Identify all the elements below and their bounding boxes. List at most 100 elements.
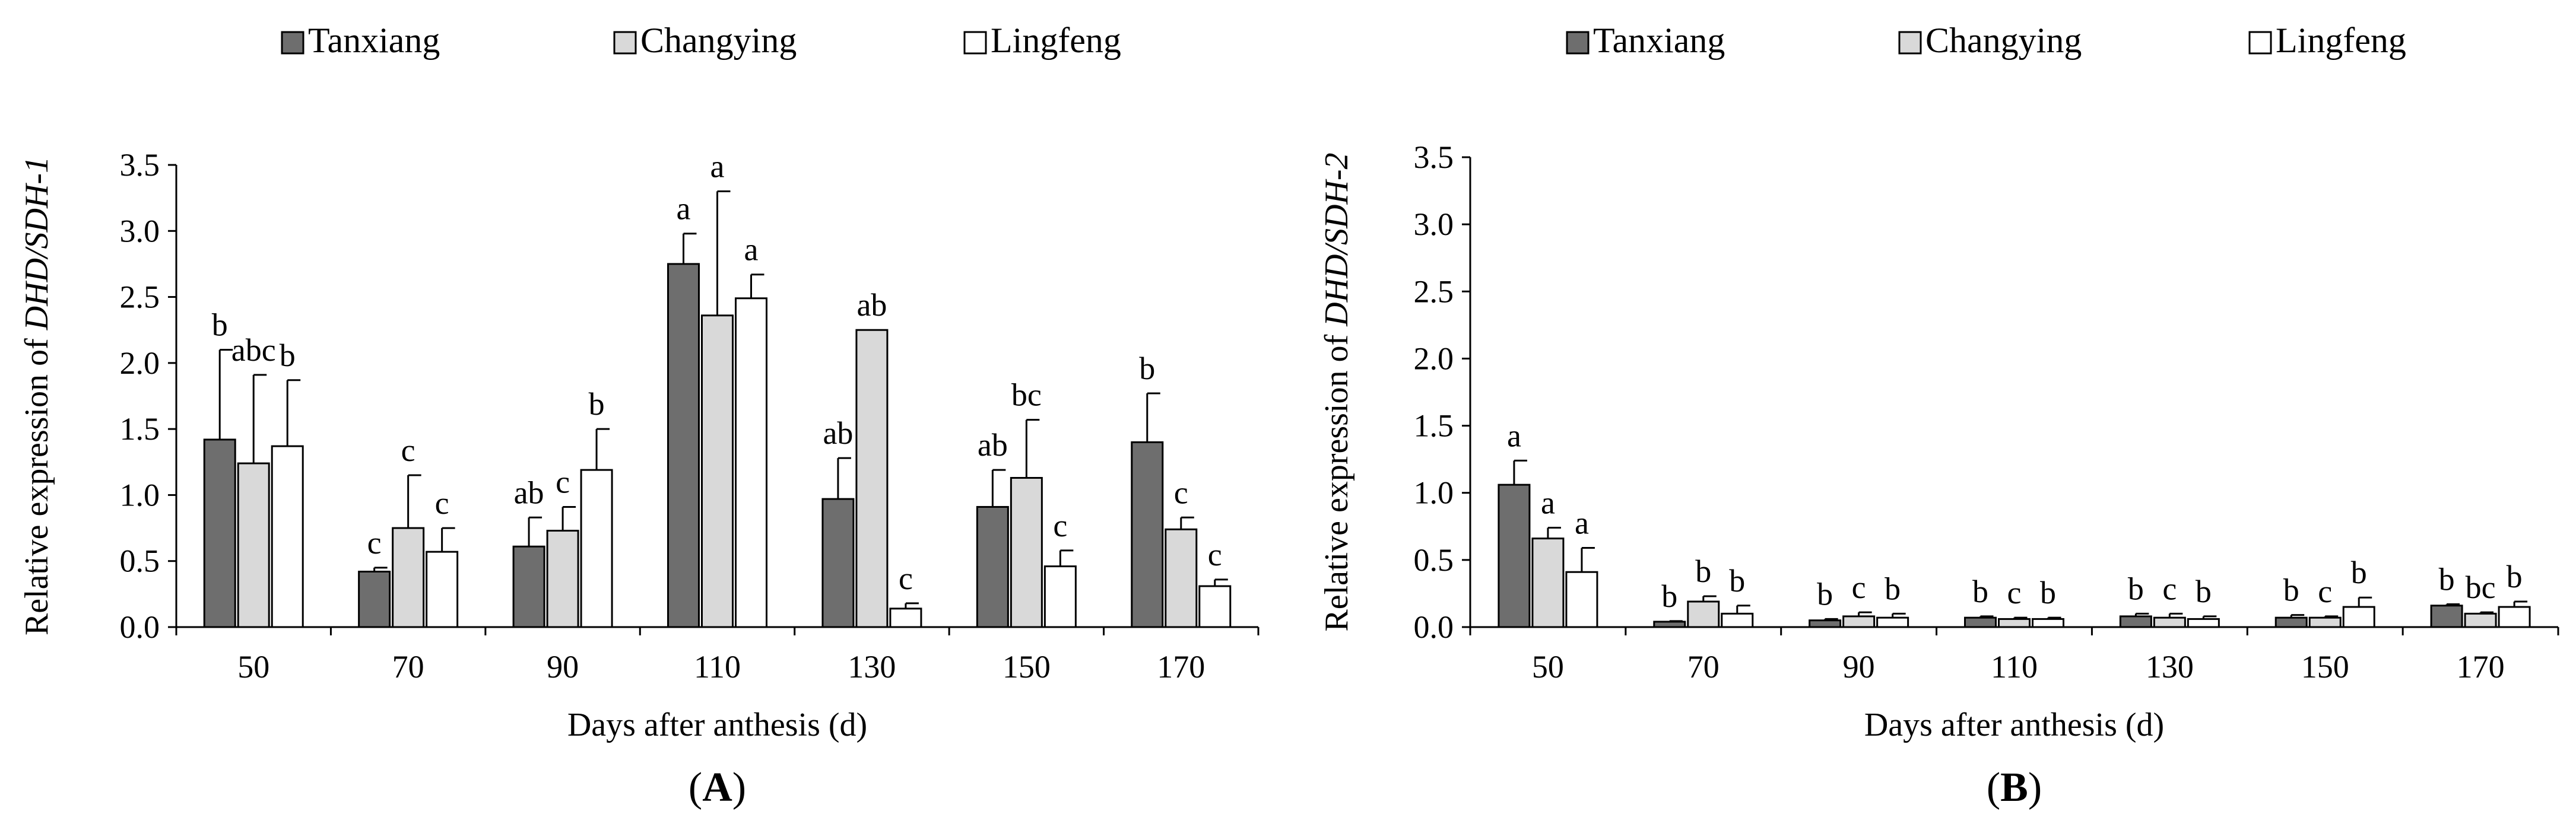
bar-lingfeng-170 (1198, 585, 1232, 628)
legend-swatch-changying (613, 31, 637, 55)
bar-changying-170 (1165, 528, 1198, 628)
legend-swatch-lingfeng (2248, 31, 2272, 55)
bar-changying-90 (1842, 615, 1876, 628)
significance-letter: ab (856, 287, 887, 323)
bar-changying-70 (392, 527, 425, 628)
bar-changying-150 (1010, 476, 1043, 628)
y-tick-label: 3.0 (120, 213, 160, 249)
significance-letter: b (280, 338, 296, 373)
legend-label: Changying (1925, 21, 2082, 60)
significance-letter: b (2196, 574, 2212, 609)
significance-letter: a (744, 232, 759, 268)
bar-tanxiang-130 (2119, 615, 2152, 628)
y-axis-title-gene: DHD/SDH-2 (1318, 152, 1355, 326)
y-tick-label: 3.5 (120, 147, 160, 183)
significance-letter: abc (231, 332, 276, 368)
y-tick-label: 2.5 (1414, 273, 1454, 309)
bar-lingfeng-170 (2498, 606, 2531, 628)
bar-lingfeng-70 (1721, 612, 1754, 628)
bar-lingfeng-150 (1043, 565, 1077, 628)
y-axis-title: Relative expression of DHD/SDH-1 (18, 157, 55, 635)
bar-lingfeng-130 (889, 607, 922, 628)
y-axis-title-gene: DHD/SDH-1 (18, 157, 55, 330)
panel-label-close: ) (2028, 765, 2042, 810)
bar-changying-170 (2464, 612, 2497, 628)
bar-tanxiang-90 (1809, 619, 1842, 628)
x-axis-title: Days after anthesis (d) (567, 707, 867, 743)
x-tick-label: 130 (2146, 649, 2194, 685)
panel-a-chart: Tanxiang Changying Lingfeng 0.0 0.5 1.0 1.5 2.0… (18, 21, 1260, 810)
bar-lingfeng-90 (580, 469, 613, 628)
y-tick-label: 1.0 (1414, 475, 1454, 511)
significance-letter: b (589, 386, 605, 422)
bar-changying-50 (237, 462, 270, 628)
significance-letter: c (899, 561, 913, 596)
y-axis-title-prefix: Relative expression of (18, 330, 55, 635)
panel-b-chart: Tanxiang Changying Lingfeng 0.0 0.5 1.0 1.5 2.0… (1318, 21, 2559, 810)
legend-swatch-changying (1898, 31, 1922, 55)
y-tick-label: 0.0 (120, 609, 160, 645)
bar-changying-110 (1998, 618, 2031, 628)
x-tick-label: 90 (547, 649, 579, 685)
significance-letter: c (556, 464, 570, 500)
significance-letter: b (1817, 576, 1833, 612)
x-tick-label: 130 (848, 649, 896, 685)
bar-tanxiang-130 (821, 498, 855, 628)
bar-tanxiang-70 (1653, 621, 1686, 628)
significance-letter: b (2507, 559, 2523, 594)
significance-letter: c (2007, 575, 2022, 610)
significance-letter: bc (1011, 377, 1042, 413)
significance-letter: b (1729, 563, 1745, 599)
bar-changying-130 (2153, 616, 2186, 628)
legend-label: Lingfeng (2276, 21, 2406, 60)
y-tick-label: 3.5 (1414, 139, 1454, 175)
bar-tanxiang-50 (1498, 484, 1531, 628)
significance-letter: c (1174, 475, 1188, 510)
y-axis-title-prefix: Relative expression of (1318, 326, 1355, 632)
significance-letter: b (1661, 578, 1677, 614)
significance-letter: b (2351, 555, 2367, 590)
bar-tanxiang-150 (976, 505, 1009, 628)
bar-tanxiang-50 (203, 438, 236, 628)
significance-letter: ab (978, 427, 1008, 463)
significance-letter: a (1575, 505, 1589, 540)
y-axis-title: Relative expression of DHD/SDH-2 (1318, 152, 1355, 631)
significance-letter: c (367, 525, 382, 561)
y-tick-label: 0.5 (1414, 542, 1454, 578)
bar-tanxiang-170 (2430, 605, 2463, 628)
bar-tanxiang-170 (1131, 441, 1164, 628)
bar-tanxiang-90 (512, 545, 545, 628)
significance-letter: c (1852, 570, 1866, 605)
y-tick-label: 3.0 (1414, 206, 1454, 242)
significance-letter: b (212, 307, 228, 343)
y-tick-label: 1.0 (120, 477, 160, 513)
x-tick-label: 170 (2457, 649, 2505, 685)
significance-letter: b (2040, 575, 2056, 610)
bar-lingfeng-90 (1876, 616, 1909, 628)
panel-label: (A) (689, 765, 746, 810)
x-tick-label: 90 (1843, 649, 1875, 685)
significance-letter: b (2128, 571, 2144, 606)
significance-letter: b (1139, 351, 1155, 386)
significance-letter: a (1541, 485, 1555, 521)
bar-lingfeng-130 (2187, 618, 2220, 628)
significance-letter: ab (514, 475, 544, 510)
bar-changying-50 (1531, 537, 1565, 628)
y-tick-label: 0.5 (120, 543, 160, 579)
significance-letter: c (401, 432, 415, 468)
significance-letter: a (710, 149, 725, 185)
x-tick-label: 50 (237, 649, 269, 685)
bar-lingfeng-70 (426, 551, 459, 628)
x-tick-label: 110 (694, 649, 741, 685)
y-tick-label: 0.0 (1414, 609, 1454, 645)
significance-letter: b (2439, 562, 2455, 597)
significance-letter: c (435, 485, 449, 521)
legend-swatch-tanxiang (1566, 31, 1590, 55)
bar-lingfeng-50 (271, 445, 304, 628)
bar-changying-90 (546, 530, 579, 628)
significance-letter: b (2283, 572, 2299, 608)
legend-label: Tanxiang (1593, 21, 1725, 60)
significance-letter: b (1885, 571, 1901, 606)
panel-label: (B) (1987, 765, 2042, 810)
